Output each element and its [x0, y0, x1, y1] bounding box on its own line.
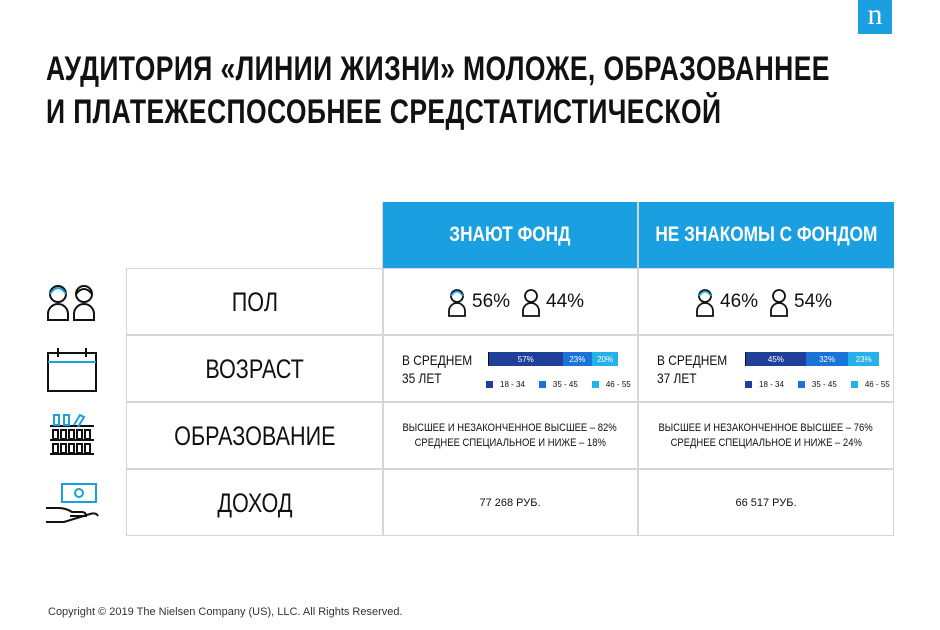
legend-item: 18 - 34	[745, 380, 784, 389]
row-divider	[126, 334, 894, 336]
income-cell-dont-know: 66 517 РУБ.	[735, 497, 797, 509]
calendar-icon	[47, 348, 97, 392]
legend-swatch	[745, 381, 752, 388]
legend-swatch	[850, 381, 858, 388]
page-title: АУДИТОРИЯ «ЛИНИИ ЖИЗНИ» МОЛОЖЕ, ОБРАЗОВА…	[46, 48, 830, 134]
row-label-age: ВОЗРАСТ	[205, 353, 304, 384]
legend-label: 18 - 34	[500, 380, 525, 389]
legend-item: 46 - 55	[591, 380, 631, 389]
legend-item: 46 - 55	[850, 380, 890, 389]
female-share: 56%	[472, 291, 511, 312]
legend-swatch	[591, 381, 599, 388]
female-icon	[696, 289, 714, 317]
age-segment: 32%	[805, 352, 849, 366]
title-line-1: АУДИТОРИЯ «ЛИНИИ ЖИЗНИ» МОЛОЖЕ, ОБРАЗОВА…	[46, 50, 830, 88]
legend-label: 46 - 55	[605, 380, 631, 389]
age-legend: 18 - 34 35 - 45 46 - 55	[745, 380, 904, 389]
legend-label: 35 - 45	[552, 380, 578, 389]
legend-swatch	[486, 381, 493, 388]
legend-item: 18 - 34	[486, 380, 525, 389]
age-segment: 23%	[848, 352, 879, 366]
title-line-2: И ПЛАТЕЖЕСПОСОБНЕЕ СРЕДСТАТИСТИЧЕСКОЙ	[46, 93, 722, 131]
column-header-dont-know: НЕ ЗНАКОМЫ С ФОНДОМ	[639, 202, 894, 268]
age-segment: 45%	[746, 352, 806, 366]
row-divider	[126, 401, 894, 403]
column-divider	[637, 202, 639, 536]
books-icon	[50, 413, 94, 455]
male-share: 54%	[794, 291, 833, 312]
row-label-education: ОБРАЗОВАНИЕ	[173, 420, 336, 451]
male-icon	[770, 289, 788, 317]
female-share: 46%	[720, 291, 759, 312]
legend-swatch	[538, 381, 546, 388]
age-segment: 23%	[562, 352, 593, 366]
legend-label: 35 - 45	[811, 380, 837, 389]
column-header-know: ЗНАЮТ ФОНД	[383, 202, 637, 268]
education-cell-know: ВЫСШЕЕ И НЕЗАКОНЧЕННОЕ ВЫСШЕЕ – 82% СРЕД…	[402, 422, 618, 449]
gender-cell-dont-know: 46% 54%	[694, 269, 842, 335]
legend-swatch	[797, 381, 805, 388]
age-stacked-bar: 57% 23% 20%	[488, 352, 618, 366]
legend-label: 46 - 55	[864, 380, 890, 389]
female-icon	[448, 289, 466, 317]
couple-icon	[47, 285, 95, 321]
money-hand-icon	[46, 483, 99, 523]
row-label-gender: ПОЛ	[231, 286, 278, 317]
legend-label: 18 - 34	[759, 380, 784, 389]
age-cell-know: В СРЕДНЕМ 35 ЛЕТ 57% 23% 20% 18 - 34 35 - 4…	[402, 336, 632, 402]
age-segment: 20%	[592, 352, 618, 366]
average-age-label: В СРЕДНЕМ 35 ЛЕТ	[402, 352, 473, 386]
legend-item: 35 - 45	[538, 380, 578, 389]
legend-item: 35 - 45	[797, 380, 837, 389]
age-stacked-bar: 45% 32% 23%	[745, 352, 879, 366]
copyright-text: Copyright © 2019 The Nielsen Company (US…	[48, 606, 403, 618]
age-segment: 57%	[489, 352, 563, 366]
age-legend: 18 - 34 35 - 45 46 - 55	[486, 380, 645, 389]
average-age-label: В СРЕДНЕМ 37 ЛЕТ	[657, 352, 728, 386]
male-share: 44%	[546, 291, 585, 312]
age-cell-dont-know: В СРЕДНЕМ 37 ЛЕТ 45% 32% 23% 18 - 34 35 - 4…	[657, 336, 890, 402]
nielsen-logo: n	[858, 0, 892, 34]
male-icon	[522, 289, 540, 317]
gender-cell-know: 56% 44%	[446, 269, 594, 335]
education-cell-dont-know: ВЫСШЕЕ И НЕЗАКОНЧЕННОЕ ВЫСШЕЕ – 76% СРЕД…	[658, 422, 874, 449]
column-divider	[382, 202, 384, 536]
row-label-income: ДОХОД	[216, 487, 293, 518]
income-cell-know: 77 268 РУБ.	[479, 497, 541, 509]
row-divider	[126, 468, 894, 470]
